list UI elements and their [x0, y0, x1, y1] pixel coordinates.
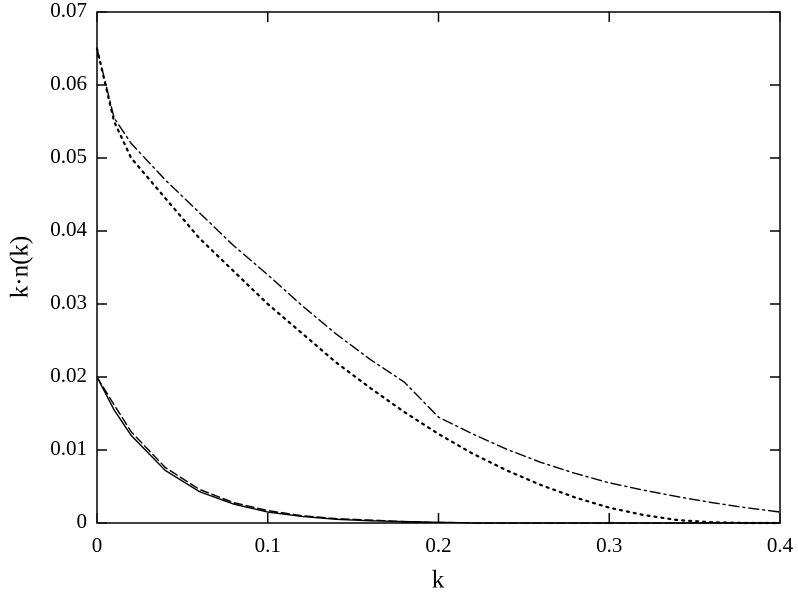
- plot-frame: [96, 11, 781, 524]
- x-tick-label: 0: [92, 533, 103, 557]
- y-tick-label: 0.05: [50, 144, 87, 168]
- series-line: [96, 376, 781, 524]
- x-tick-label: 0.2: [425, 533, 451, 557]
- y-axis-title: k·n(k): [7, 236, 34, 298]
- y-tick-label: 0.03: [50, 290, 87, 314]
- y-tick-label: 0.07: [50, 0, 87, 22]
- series-line: [95, 47, 782, 525]
- y-tick-label: 0.06: [50, 71, 87, 95]
- y-tick-label: 0.02: [50, 363, 87, 387]
- x-axis-title: k: [432, 567, 445, 594]
- series-line: [96, 47, 781, 513]
- y-tick-label: 0.01: [50, 436, 87, 460]
- x-tick-label: 0.1: [255, 533, 281, 557]
- series-line: [96, 376, 781, 524]
- x-tick-label: 0.4: [767, 533, 794, 557]
- y-tick-label: 0.04: [50, 217, 87, 241]
- y-tick-label: 0: [77, 509, 88, 533]
- x-tick-label: 0.3: [596, 533, 622, 557]
